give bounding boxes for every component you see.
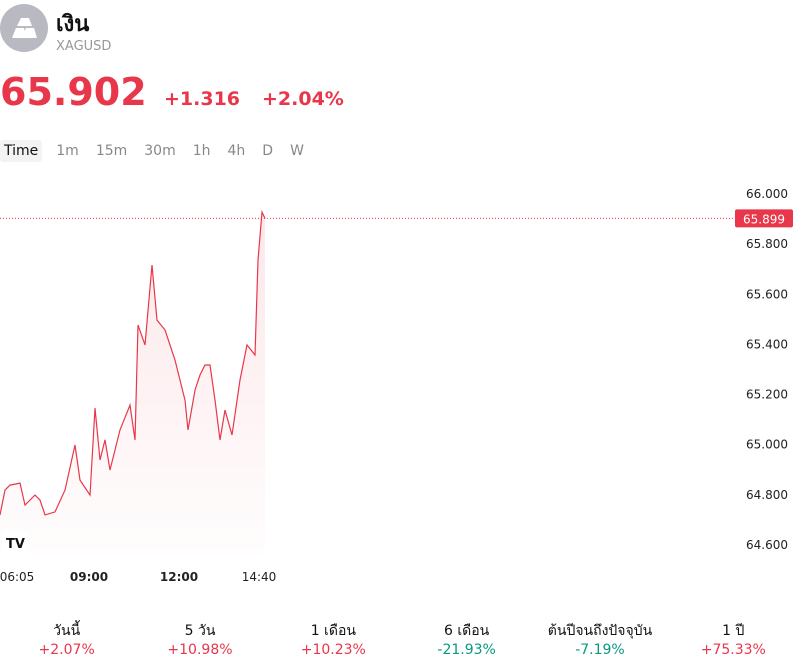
period: 6 เดือน -21.93% (400, 620, 533, 658)
tab[interactable]: W (290, 143, 304, 159)
period-value: -21.93% (437, 642, 496, 658)
icon (0, 4, 48, 52)
x-tick-label: 06:05 (0, 570, 34, 584)
y-tick-label: 66.000 (746, 187, 788, 201)
price: 65.902 (0, 70, 147, 114)
period-value: +10.23% (300, 642, 366, 658)
x-tick-label: 14:40 (242, 570, 277, 584)
last-price-label: 65.899 (743, 212, 785, 226)
x-tick-label: 09:00 (70, 570, 108, 584)
tab[interactable]: 4h (227, 143, 246, 159)
period-label: 6 เดือน (444, 623, 490, 639)
tab[interactable]: D (262, 143, 274, 159)
period-label: ต้นปีจนถึงปัจจุบัน (547, 623, 653, 639)
y-tick-label: 65.400 (746, 337, 788, 351)
period: 5 วัน +10.98% (133, 620, 266, 658)
svg-text:TV: TV (6, 537, 25, 552)
y-tick-label: 64.600 (746, 538, 788, 552)
tab[interactable]: 1m (56, 143, 79, 159)
y-tick-label: 65.000 (746, 438, 788, 452)
y-tick-label: 65.800 (746, 237, 788, 251)
chart: 66.000 65.800 65.600 65.400 65.200 65.000 64.8… (0, 187, 793, 584)
tab[interactable]: 15m (95, 143, 128, 159)
period-label: วันนี้ (53, 623, 81, 639)
period-value: -7.19% (575, 642, 625, 658)
period-value: +2.07% (38, 642, 95, 658)
tab[interactable]: Time (0, 140, 43, 162)
period-value: +10.98% (167, 642, 233, 658)
change-pct: +2.04% (262, 88, 344, 110)
period-label: 1 ปี (722, 623, 745, 639)
y-tick-label: 64.800 (746, 488, 788, 502)
stats: วันนี้ +2.07% 5 วัน +10.98% 1 เดือน +10.23% 6 … (0, 620, 800, 658)
title: เงิน (56, 12, 90, 37)
symbol: XAGUSD (56, 39, 112, 54)
period: วันนี้ +2.07% (0, 620, 133, 658)
tab[interactable]: 30m (144, 143, 176, 159)
change: +1.316 (164, 88, 241, 110)
tabs: Time 1m 15m 30m 1h 4h D W (0, 140, 321, 162)
y-tick-label: 65.200 (746, 388, 788, 402)
price-line (0, 209, 266, 516)
x-tick-label: 12:00 (160, 570, 198, 584)
period: 1 เดือน +10.23% (267, 620, 400, 658)
last-price-box (735, 209, 793, 228)
tab[interactable]: 1h (192, 143, 211, 159)
period-label: 5 วัน (184, 623, 216, 639)
period: 1 ปี +75.33% (667, 620, 800, 658)
period-value: +75.33% (700, 642, 766, 658)
area (0, 212, 265, 555)
period-label: 1 เดือน (310, 623, 356, 639)
tv-logo: TV (2, 531, 28, 555)
period: ต้นปีจนถึงปัจจุบัน -7.19% (533, 620, 666, 658)
y-tick-label: 65.600 (746, 287, 788, 301)
